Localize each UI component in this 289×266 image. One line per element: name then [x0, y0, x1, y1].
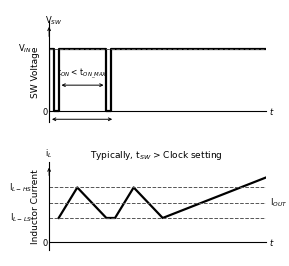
Text: t: t — [269, 239, 272, 248]
Text: Typically, t$_{SW}$ > Clock setting: Typically, t$_{SW}$ > Clock setting — [90, 149, 223, 162]
Text: I$_{L-HS}$: I$_{L-HS}$ — [9, 181, 32, 194]
Text: I$_{L-LS}$: I$_{L-LS}$ — [10, 212, 32, 224]
Text: V$_{IN}$: V$_{IN}$ — [18, 43, 32, 55]
Y-axis label: SW Voltage: SW Voltage — [31, 46, 40, 98]
Text: t$_{ON}$ < t$_{ON\_MAX}$: t$_{ON}$ < t$_{ON\_MAX}$ — [57, 66, 108, 81]
Text: I$_{OUT}$: I$_{OUT}$ — [270, 197, 288, 209]
Y-axis label: Inductor Current: Inductor Current — [31, 169, 40, 244]
Text: V$_{SW}$: V$_{SW}$ — [45, 15, 62, 27]
Text: t: t — [269, 108, 272, 117]
Text: i$_L$: i$_L$ — [45, 147, 52, 160]
